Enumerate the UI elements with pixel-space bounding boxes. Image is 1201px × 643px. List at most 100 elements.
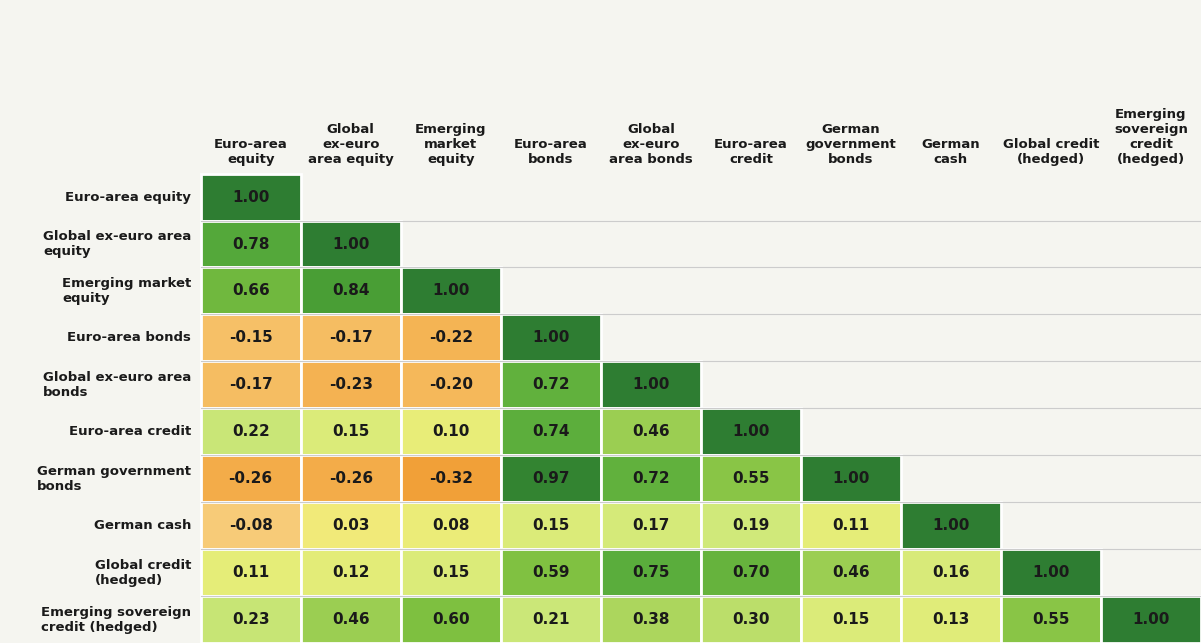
FancyBboxPatch shape (501, 596, 600, 643)
Text: 1.00: 1.00 (1133, 612, 1170, 627)
FancyBboxPatch shape (300, 455, 401, 502)
Text: 0.12: 0.12 (331, 565, 370, 580)
Text: Emerging sovereign
credit (hedged): Emerging sovereign credit (hedged) (41, 606, 191, 633)
FancyBboxPatch shape (300, 361, 401, 408)
FancyBboxPatch shape (401, 455, 501, 502)
Text: -0.08: -0.08 (228, 518, 273, 533)
Text: 0.84: 0.84 (331, 284, 370, 298)
Text: Global credit
(hedged): Global credit (hedged) (1003, 138, 1099, 166)
FancyBboxPatch shape (901, 596, 1000, 643)
Text: -0.26: -0.26 (329, 471, 372, 486)
Text: Euro-area
credit: Euro-area credit (713, 138, 788, 166)
FancyBboxPatch shape (701, 549, 801, 596)
FancyBboxPatch shape (401, 408, 501, 455)
Text: Global ex-euro area
bonds: Global ex-euro area bonds (43, 371, 191, 399)
FancyBboxPatch shape (300, 221, 401, 267)
Text: 0.15: 0.15 (331, 424, 370, 439)
FancyBboxPatch shape (401, 361, 501, 408)
FancyBboxPatch shape (300, 314, 401, 361)
FancyBboxPatch shape (201, 267, 300, 314)
FancyBboxPatch shape (501, 455, 600, 502)
FancyBboxPatch shape (701, 502, 801, 549)
FancyBboxPatch shape (501, 549, 600, 596)
FancyBboxPatch shape (501, 361, 600, 408)
Text: 0.30: 0.30 (733, 612, 770, 627)
Text: 1.00: 1.00 (532, 331, 569, 345)
Text: -0.23: -0.23 (329, 377, 372, 392)
Text: 0.38: 0.38 (632, 612, 670, 627)
Text: 1.00: 1.00 (331, 237, 370, 251)
Text: 0.17: 0.17 (632, 518, 669, 533)
FancyBboxPatch shape (201, 361, 300, 408)
Text: 0.15: 0.15 (432, 565, 470, 580)
Text: 0.70: 0.70 (733, 565, 770, 580)
Text: German
cash: German cash (921, 138, 980, 166)
FancyBboxPatch shape (701, 455, 801, 502)
FancyBboxPatch shape (401, 267, 501, 314)
Text: -0.17: -0.17 (329, 331, 372, 345)
FancyBboxPatch shape (300, 502, 401, 549)
Text: 1.00: 1.00 (733, 424, 770, 439)
Text: 0.46: 0.46 (832, 565, 870, 580)
Text: 0.08: 0.08 (432, 518, 470, 533)
Text: Global credit
(hedged): Global credit (hedged) (95, 559, 191, 586)
Text: 0.78: 0.78 (232, 237, 269, 251)
FancyBboxPatch shape (201, 502, 300, 549)
FancyBboxPatch shape (300, 267, 401, 314)
FancyBboxPatch shape (401, 314, 501, 361)
FancyBboxPatch shape (201, 314, 300, 361)
Text: 1.00: 1.00 (232, 190, 269, 204)
Text: 0.21: 0.21 (532, 612, 569, 627)
Text: 0.11: 0.11 (232, 565, 269, 580)
Text: -0.20: -0.20 (429, 377, 473, 392)
Text: -0.32: -0.32 (429, 471, 473, 486)
Text: Euro-area
bonds: Euro-area bonds (514, 138, 587, 166)
Text: Global ex-euro area
equity: Global ex-euro area equity (43, 230, 191, 258)
FancyBboxPatch shape (401, 596, 501, 643)
Text: 0.22: 0.22 (232, 424, 269, 439)
FancyBboxPatch shape (801, 596, 901, 643)
FancyBboxPatch shape (300, 549, 401, 596)
FancyBboxPatch shape (501, 314, 600, 361)
Text: 0.19: 0.19 (733, 518, 770, 533)
Text: 0.55: 0.55 (1032, 612, 1070, 627)
Text: 0.66: 0.66 (232, 284, 269, 298)
Text: 0.59: 0.59 (532, 565, 569, 580)
Text: Emerging
market
equity: Emerging market equity (416, 123, 486, 166)
Text: Euro-area bonds: Euro-area bonds (67, 331, 191, 345)
Text: 0.72: 0.72 (532, 377, 569, 392)
FancyBboxPatch shape (600, 596, 701, 643)
FancyBboxPatch shape (401, 502, 501, 549)
Text: 0.15: 0.15 (532, 518, 569, 533)
FancyBboxPatch shape (600, 455, 701, 502)
FancyBboxPatch shape (501, 502, 600, 549)
FancyBboxPatch shape (801, 549, 901, 596)
Text: 0.72: 0.72 (632, 471, 670, 486)
Text: 0.60: 0.60 (432, 612, 470, 627)
Text: 1.00: 1.00 (432, 284, 470, 298)
FancyBboxPatch shape (201, 408, 300, 455)
Text: -0.17: -0.17 (229, 377, 273, 392)
FancyBboxPatch shape (401, 549, 501, 596)
FancyBboxPatch shape (600, 502, 701, 549)
Text: Euro-area equity: Euro-area equity (65, 190, 191, 204)
FancyBboxPatch shape (901, 502, 1000, 549)
Text: Emerging market
equity: Emerging market equity (62, 277, 191, 305)
Text: 0.55: 0.55 (733, 471, 770, 486)
FancyBboxPatch shape (300, 596, 401, 643)
Text: 1.00: 1.00 (632, 377, 669, 392)
FancyBboxPatch shape (300, 408, 401, 455)
Text: Euro-area
equity: Euro-area equity (214, 138, 287, 166)
Text: 0.74: 0.74 (532, 424, 569, 439)
FancyBboxPatch shape (201, 174, 300, 221)
FancyBboxPatch shape (1101, 596, 1201, 643)
Text: German
government
bonds: German government bonds (806, 123, 896, 166)
Text: -0.22: -0.22 (429, 331, 473, 345)
Text: Global
ex-euro
area bonds: Global ex-euro area bonds (609, 123, 693, 166)
Text: 1.00: 1.00 (832, 471, 870, 486)
FancyBboxPatch shape (201, 596, 300, 643)
Text: 0.03: 0.03 (331, 518, 370, 533)
Text: 0.15: 0.15 (832, 612, 870, 627)
FancyBboxPatch shape (1000, 596, 1101, 643)
Text: 1.00: 1.00 (1033, 565, 1070, 580)
